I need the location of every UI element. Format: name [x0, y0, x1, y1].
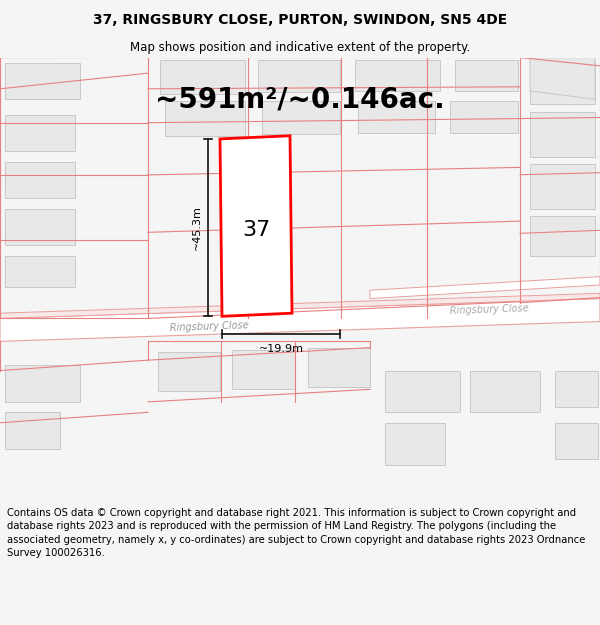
- Polygon shape: [5, 162, 75, 198]
- Polygon shape: [220, 136, 292, 316]
- Polygon shape: [5, 366, 80, 402]
- Polygon shape: [370, 277, 600, 299]
- Polygon shape: [530, 58, 595, 99]
- Text: Contains OS data © Crown copyright and database right 2021. This information is : Contains OS data © Crown copyright and d…: [7, 508, 586, 558]
- Polygon shape: [0, 293, 600, 318]
- Polygon shape: [358, 101, 435, 132]
- Polygon shape: [450, 101, 518, 132]
- Polygon shape: [5, 256, 75, 287]
- Polygon shape: [5, 412, 60, 449]
- Polygon shape: [355, 59, 440, 91]
- Polygon shape: [555, 371, 598, 407]
- Polygon shape: [158, 352, 220, 391]
- Polygon shape: [262, 101, 340, 134]
- Polygon shape: [232, 350, 295, 389]
- Text: ~19.9m: ~19.9m: [259, 344, 304, 354]
- Polygon shape: [160, 59, 245, 94]
- Text: ~45.3m: ~45.3m: [192, 205, 202, 250]
- Text: Ringsbury Close: Ringsbury Close: [450, 304, 529, 316]
- Polygon shape: [385, 422, 445, 464]
- Polygon shape: [530, 216, 595, 256]
- Polygon shape: [5, 115, 75, 151]
- Polygon shape: [0, 299, 600, 341]
- Polygon shape: [455, 59, 518, 91]
- Text: ~591m²/~0.146ac.: ~591m²/~0.146ac.: [155, 85, 445, 113]
- Polygon shape: [258, 59, 340, 92]
- Text: 37, RINGSBURY CLOSE, PURTON, SWINDON, SN5 4DE: 37, RINGSBURY CLOSE, PURTON, SWINDON, SN…: [93, 12, 507, 27]
- Polygon shape: [555, 422, 598, 459]
- Text: Map shows position and indicative extent of the property.: Map shows position and indicative extent…: [130, 41, 470, 54]
- Polygon shape: [5, 62, 80, 99]
- Polygon shape: [530, 164, 595, 209]
- Text: Ringsbury Close: Ringsbury Close: [170, 321, 249, 333]
- Text: 37: 37: [242, 220, 270, 240]
- Polygon shape: [530, 112, 595, 157]
- Polygon shape: [385, 371, 460, 413]
- Polygon shape: [470, 371, 540, 413]
- Polygon shape: [530, 59, 595, 104]
- Polygon shape: [308, 348, 370, 388]
- Polygon shape: [5, 209, 75, 246]
- Polygon shape: [165, 101, 245, 136]
